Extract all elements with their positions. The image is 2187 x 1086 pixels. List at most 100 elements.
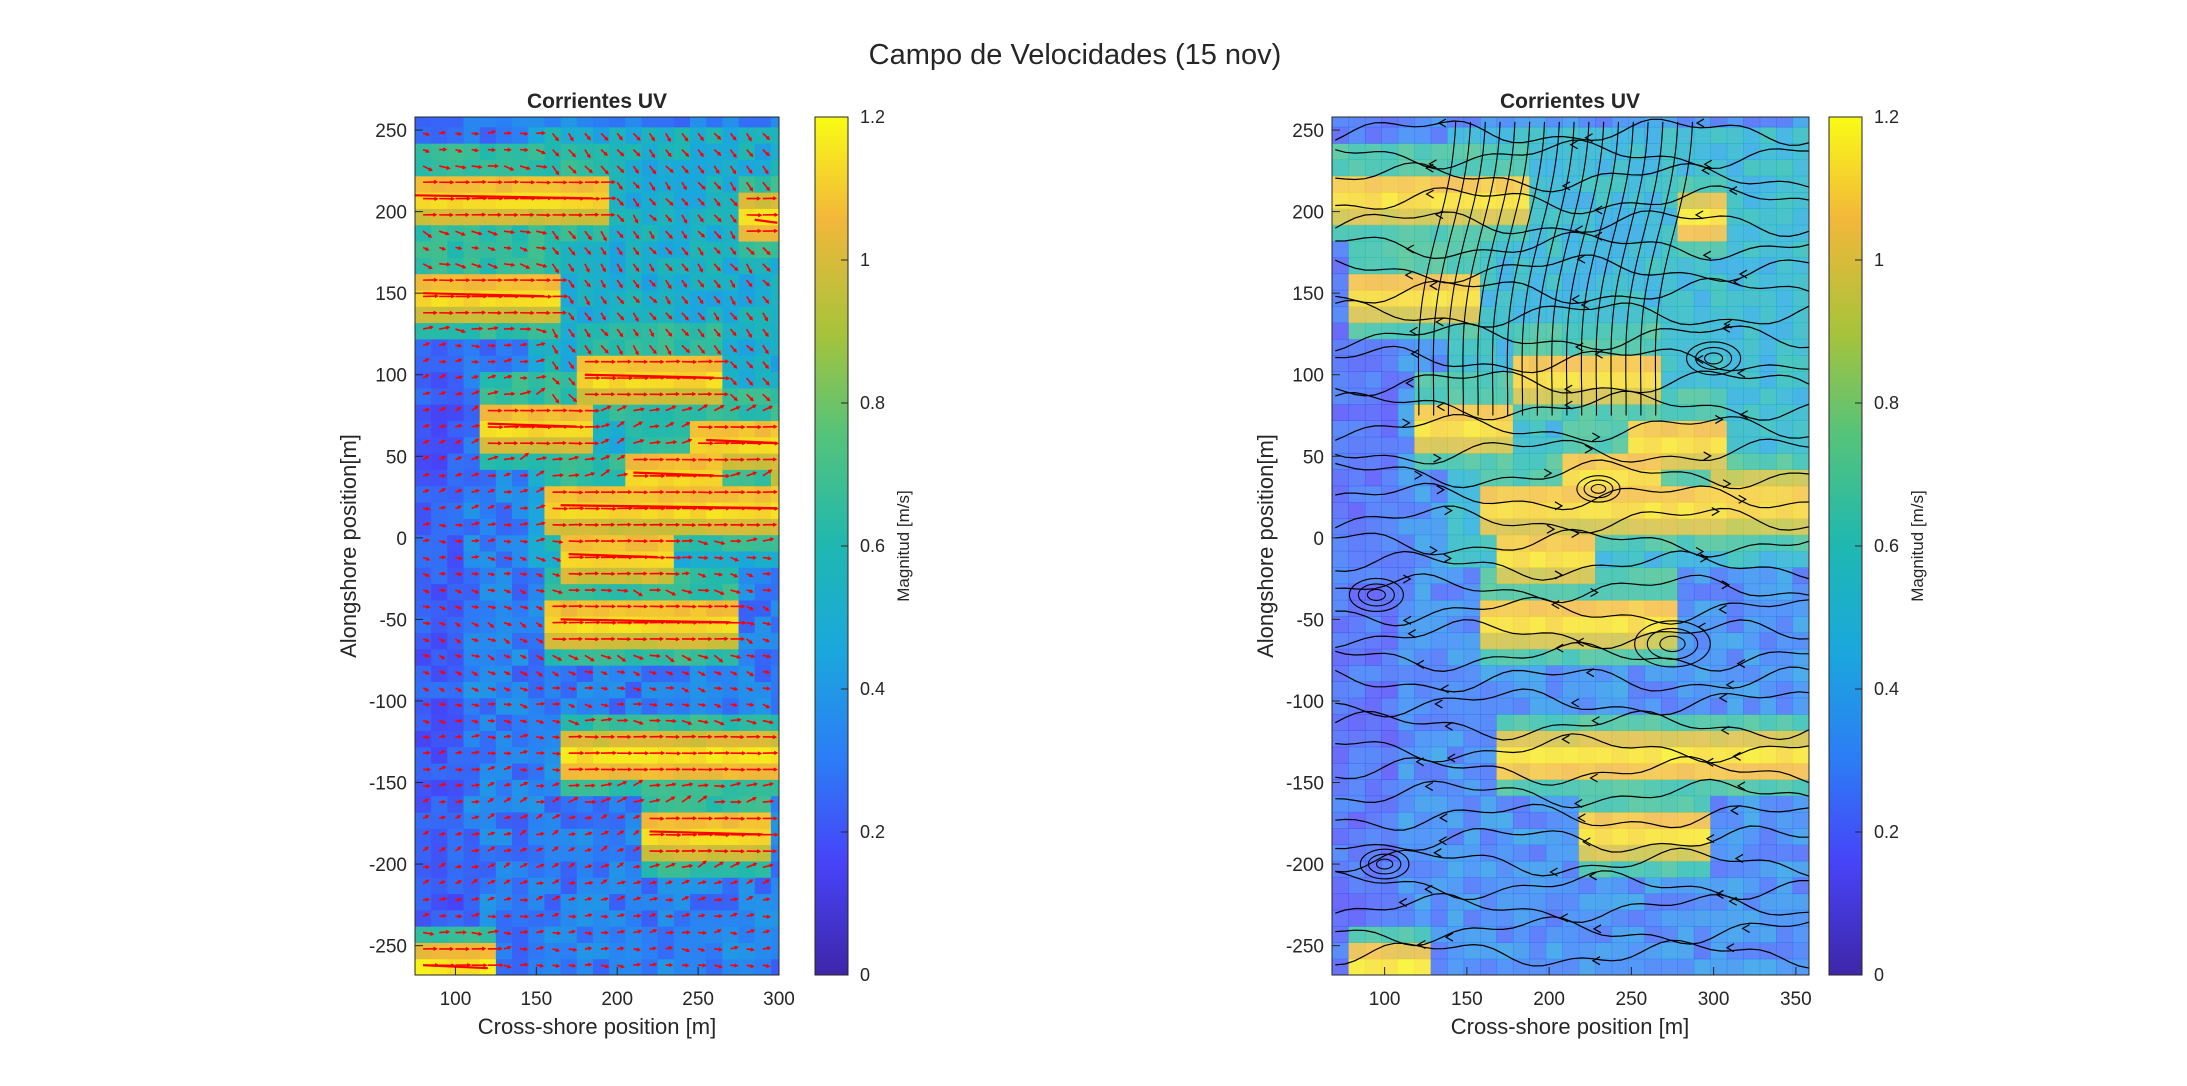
- quiver-arrow: [423, 767, 431, 772]
- heatmap-cell: [1430, 534, 1448, 552]
- heatmap-cell: [479, 273, 497, 291]
- quiver-arrow: [487, 929, 500, 934]
- quiver-arrow: [455, 880, 463, 885]
- quiver-arrow: [568, 929, 577, 934]
- heatmap-cell: [625, 257, 643, 275]
- heatmap-cell: [1332, 338, 1350, 356]
- heatmap-cell: [592, 420, 610, 438]
- heatmap-cell: [495, 117, 513, 128]
- heatmap-cell: [706, 828, 723, 846]
- heatmap-cell: [738, 828, 756, 846]
- heatmap-cell: [1430, 730, 1448, 748]
- quiver-arrow: [568, 719, 580, 726]
- heatmap-cell: [1348, 909, 1366, 927]
- quiver-arrow: [535, 605, 544, 610]
- heatmap-cell: [1578, 240, 1596, 258]
- heatmap-cell: [770, 877, 779, 895]
- heatmap-cell: [706, 795, 723, 813]
- heatmap-cell: [641, 583, 659, 601]
- heatmap-cell: [1595, 404, 1613, 421]
- quiver-arrow: [503, 702, 513, 707]
- quiver-arrow: [471, 605, 480, 610]
- quiver-arrow: [649, 407, 661, 412]
- quiver-arrow: [422, 132, 431, 137]
- heatmap-cell: [560, 583, 578, 601]
- quiver-arrow: [439, 702, 447, 707]
- heatmap-cell: [1792, 469, 1809, 487]
- quiver-arrow: [535, 670, 544, 677]
- heatmap-cell: [673, 762, 691, 780]
- quiver-arrow: [649, 880, 658, 885]
- quiver-arrow: [601, 588, 613, 593]
- heatmap-cell: [495, 192, 513, 209]
- quiver-arrow: [714, 359, 730, 364]
- heatmap-cell: [576, 518, 594, 536]
- quiver-arrow: [455, 505, 462, 510]
- heatmap-cell: [1364, 420, 1382, 438]
- streamline: [1335, 231, 1809, 261]
- quiver-arrow: [568, 296, 574, 305]
- quiver-arrow: [471, 456, 480, 461]
- heatmap-cell: [1480, 159, 1498, 177]
- heatmap-cell: [1595, 599, 1613, 617]
- quiver-arrow: [487, 359, 497, 364]
- streamline: [1335, 185, 1809, 215]
- quiver-arrow: [471, 571, 480, 576]
- heatmap-cell: [1512, 117, 1530, 128]
- heatmap-cell: [1693, 877, 1711, 895]
- heatmap-cell: [609, 844, 626, 862]
- heatmap-cell: [754, 746, 772, 764]
- heatmap-cell: [1348, 762, 1366, 780]
- quiver-arrow: [762, 279, 771, 287]
- quiver-arrow: [600, 165, 609, 175]
- streamline-arrow: [1409, 326, 1418, 336]
- quiver-arrow: [729, 247, 737, 256]
- heatmap-cell: [1562, 583, 1580, 601]
- heatmap-cell: [1430, 599, 1448, 617]
- heatmap-cell: [1677, 289, 1695, 307]
- heatmap-cell: [1776, 697, 1794, 715]
- heatmap-cell: [641, 844, 659, 862]
- quiver-arrow: [697, 165, 705, 174]
- heatmap-cell: [722, 469, 740, 487]
- heatmap-cell: [1430, 958, 1448, 975]
- quiver-arrow: [601, 734, 616, 739]
- heatmap-cell: [1332, 893, 1350, 911]
- heatmap-cell: [1332, 159, 1350, 177]
- quiver-arrow: [601, 506, 617, 511]
- heatmap-cell: [641, 453, 659, 470]
- heatmap-cell: [1759, 648, 1777, 666]
- heatmap-cell: [544, 273, 562, 291]
- heatmap-cell: [495, 289, 513, 307]
- quiver-arrow: [487, 130, 497, 135]
- quiver-arrow: [681, 719, 693, 726]
- heatmap-cell: [1512, 844, 1530, 862]
- heatmap-cell: [1710, 208, 1728, 226]
- heatmap-cell: [1348, 550, 1366, 568]
- heatmap-cell: [479, 453, 497, 470]
- heatmap-cell: [609, 697, 626, 715]
- heatmap-cell: [1578, 273, 1596, 291]
- quiver-arrow: [535, 654, 544, 661]
- heatmap-cell: [1463, 306, 1481, 324]
- quiver-arrow: [617, 472, 629, 477]
- quiver-arrow: [438, 621, 447, 626]
- quiver-arrow: [455, 196, 472, 201]
- quiver-arrow: [551, 344, 558, 355]
- quiver-arrow: [568, 767, 584, 772]
- heatmap-cell: [1710, 909, 1728, 927]
- heatmap-cell: [1414, 518, 1432, 536]
- heatmap-cell: [1726, 616, 1744, 634]
- heatmap-cell: [463, 795, 481, 813]
- quiver-arrow: [633, 913, 642, 918]
- heatmap-cell: [1776, 746, 1794, 764]
- heatmap-cell: [1447, 877, 1465, 895]
- heatmap-cell: [1397, 289, 1415, 307]
- heatmap-cell: [495, 387, 513, 405]
- heatmap-cell: [1430, 877, 1448, 895]
- streamline-arrow: [1436, 402, 1445, 412]
- streamline-arrow: [1700, 553, 1709, 563]
- quiver-arrow: [568, 947, 578, 952]
- heatmap-cell: [1545, 550, 1563, 568]
- quiver-arrow: [471, 230, 483, 236]
